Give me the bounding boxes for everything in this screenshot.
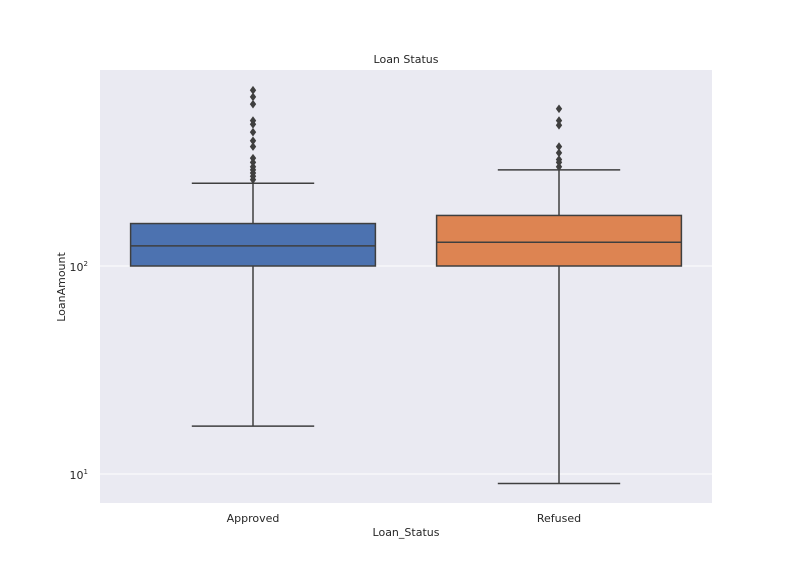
outlier-point: [555, 142, 563, 151]
outlier-point: [555, 148, 563, 158]
x-tick-label: Approved: [227, 512, 280, 525]
y-tick-label: 101: [70, 468, 88, 482]
box-refused: [435, 104, 683, 485]
outlier-point: [249, 127, 257, 137]
outlier-point: [249, 142, 257, 151]
outlier-point: [249, 92, 257, 102]
box-approved: [129, 85, 377, 427]
outlier-point: [555, 104, 563, 114]
outlier-point: [249, 99, 257, 109]
chart-title: Loan Status: [374, 53, 439, 66]
outlier-point: [555, 116, 563, 125]
box-iqr: [129, 222, 377, 267]
outlier-point: [555, 120, 563, 130]
x-tick-label: Refused: [537, 512, 581, 525]
outlier-point: [249, 85, 257, 95]
x-axis-label: Loan_Status: [373, 526, 440, 539]
outlier-point: [249, 116, 257, 125]
outlier-point: [249, 162, 257, 172]
box-plots: [129, 85, 683, 485]
box-iqr: [435, 214, 683, 267]
y-tick-label: 102: [70, 260, 88, 274]
axis-ticks: 101 102 Approved Refused: [70, 260, 582, 525]
outlier-point: [555, 162, 563, 172]
plot-area: [100, 70, 712, 503]
outlier-point: [249, 136, 257, 146]
outlier-point: [249, 153, 257, 163]
outlier-point: [555, 155, 563, 164]
y-axis-label: LoanAmount: [55, 252, 68, 322]
